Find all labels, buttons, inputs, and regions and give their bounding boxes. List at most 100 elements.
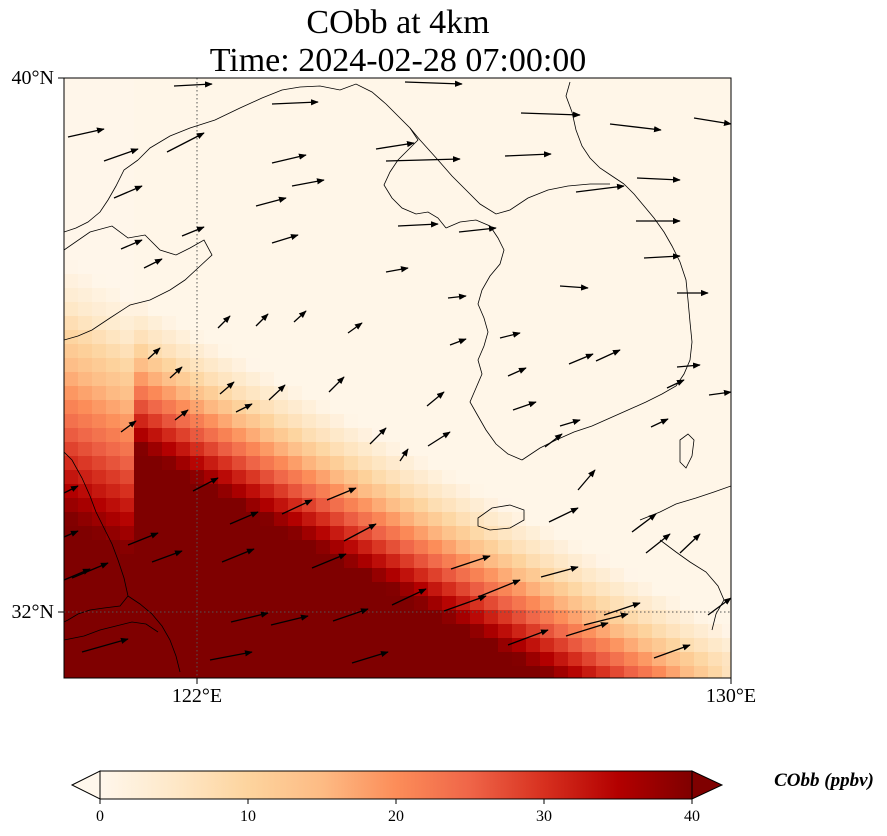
field-cell <box>638 260 653 275</box>
field-cell <box>484 176 499 191</box>
field-cell <box>652 106 667 121</box>
field-cell <box>204 78 219 93</box>
field-cell <box>400 106 415 121</box>
field-cell <box>358 176 373 191</box>
field-cell <box>288 512 303 527</box>
field-cell <box>470 428 485 443</box>
field-cell <box>498 400 513 415</box>
field-cell <box>176 512 191 527</box>
field-cell <box>512 470 527 485</box>
field-cell <box>176 596 191 611</box>
field-cell <box>106 470 121 485</box>
field-cell <box>330 428 345 443</box>
wind-arrow <box>575 183 625 193</box>
lon-tick-label-130e: 130°E <box>706 685 756 707</box>
field-cell <box>120 134 135 149</box>
field-cell <box>540 330 555 345</box>
field-cell <box>148 652 163 667</box>
field-cell <box>694 162 709 177</box>
field-cell <box>568 344 583 359</box>
field-cell <box>218 526 233 541</box>
wind-arrow <box>291 178 325 187</box>
colorbar-gradient <box>99 770 693 800</box>
field-cell <box>596 442 611 457</box>
field-cell <box>596 246 611 261</box>
field-cell <box>582 148 597 163</box>
field-cell <box>428 666 443 678</box>
field-cell <box>568 610 583 625</box>
field-cell <box>78 386 93 401</box>
field-cell <box>64 414 79 429</box>
field-cell <box>484 596 499 611</box>
colorbar-extend-max <box>691 770 724 800</box>
field-cell <box>358 596 373 611</box>
wind-arrow <box>708 389 731 397</box>
field-cell <box>134 344 149 359</box>
field-cell <box>540 400 555 415</box>
field-cell <box>372 484 387 499</box>
field-cell <box>554 134 569 149</box>
field-cell <box>190 526 205 541</box>
field-cell <box>666 638 681 653</box>
field-cell <box>540 190 555 205</box>
field-cell <box>232 638 247 653</box>
field-cell <box>372 232 387 247</box>
field-cell <box>400 316 415 331</box>
field-cell <box>610 414 625 429</box>
field-cell <box>638 582 653 597</box>
field-cell <box>470 134 485 149</box>
field-cell <box>302 162 317 177</box>
wind-arrow <box>173 81 213 88</box>
field-cell <box>78 204 93 219</box>
field-cell <box>512 218 527 233</box>
field-cell <box>78 540 93 555</box>
field-cell <box>232 246 247 261</box>
wind-arrow <box>577 469 596 491</box>
field-cell <box>498 582 513 597</box>
field-cell <box>526 624 541 639</box>
field-cell <box>162 106 177 121</box>
wind-arrow <box>650 418 669 428</box>
field-cell <box>64 428 79 443</box>
field-cell <box>428 330 443 345</box>
field-cell <box>470 610 485 625</box>
field-cell <box>386 330 401 345</box>
field-cell <box>204 610 219 625</box>
field-cell <box>400 78 415 93</box>
field-cell <box>148 78 163 93</box>
field-cell <box>176 554 191 569</box>
field-cell <box>358 582 373 597</box>
colorbar-tick-label: 20 <box>388 808 404 825</box>
field-cell <box>694 148 709 163</box>
field-cell <box>176 148 191 163</box>
field-cell <box>92 610 107 625</box>
field-cell <box>246 638 261 653</box>
field-cell <box>274 526 289 541</box>
field-cell <box>652 624 667 639</box>
wind-arrow <box>113 185 143 199</box>
field-cell <box>232 512 247 527</box>
field-cell <box>428 176 443 191</box>
field-cell <box>92 246 107 261</box>
field-cell <box>708 260 723 275</box>
field-cell <box>456 204 471 219</box>
field-cell <box>316 218 331 233</box>
field-cell <box>470 582 485 597</box>
field-cell <box>78 134 93 149</box>
field-cell <box>498 246 513 261</box>
coastline-korea-east <box>565 81 625 185</box>
field-cell <box>176 162 191 177</box>
field-cell <box>288 386 303 401</box>
field-cell <box>204 400 219 415</box>
field-cell <box>680 624 695 639</box>
field-cell <box>540 554 555 569</box>
field-cell <box>708 666 723 678</box>
field-cell <box>78 92 93 107</box>
field-cell <box>540 624 555 639</box>
field-cell <box>358 372 373 387</box>
field-cell <box>456 148 471 163</box>
field-cell <box>540 302 555 317</box>
field-cell <box>274 232 289 247</box>
field-cell <box>120 106 135 121</box>
field-cell <box>428 484 443 499</box>
